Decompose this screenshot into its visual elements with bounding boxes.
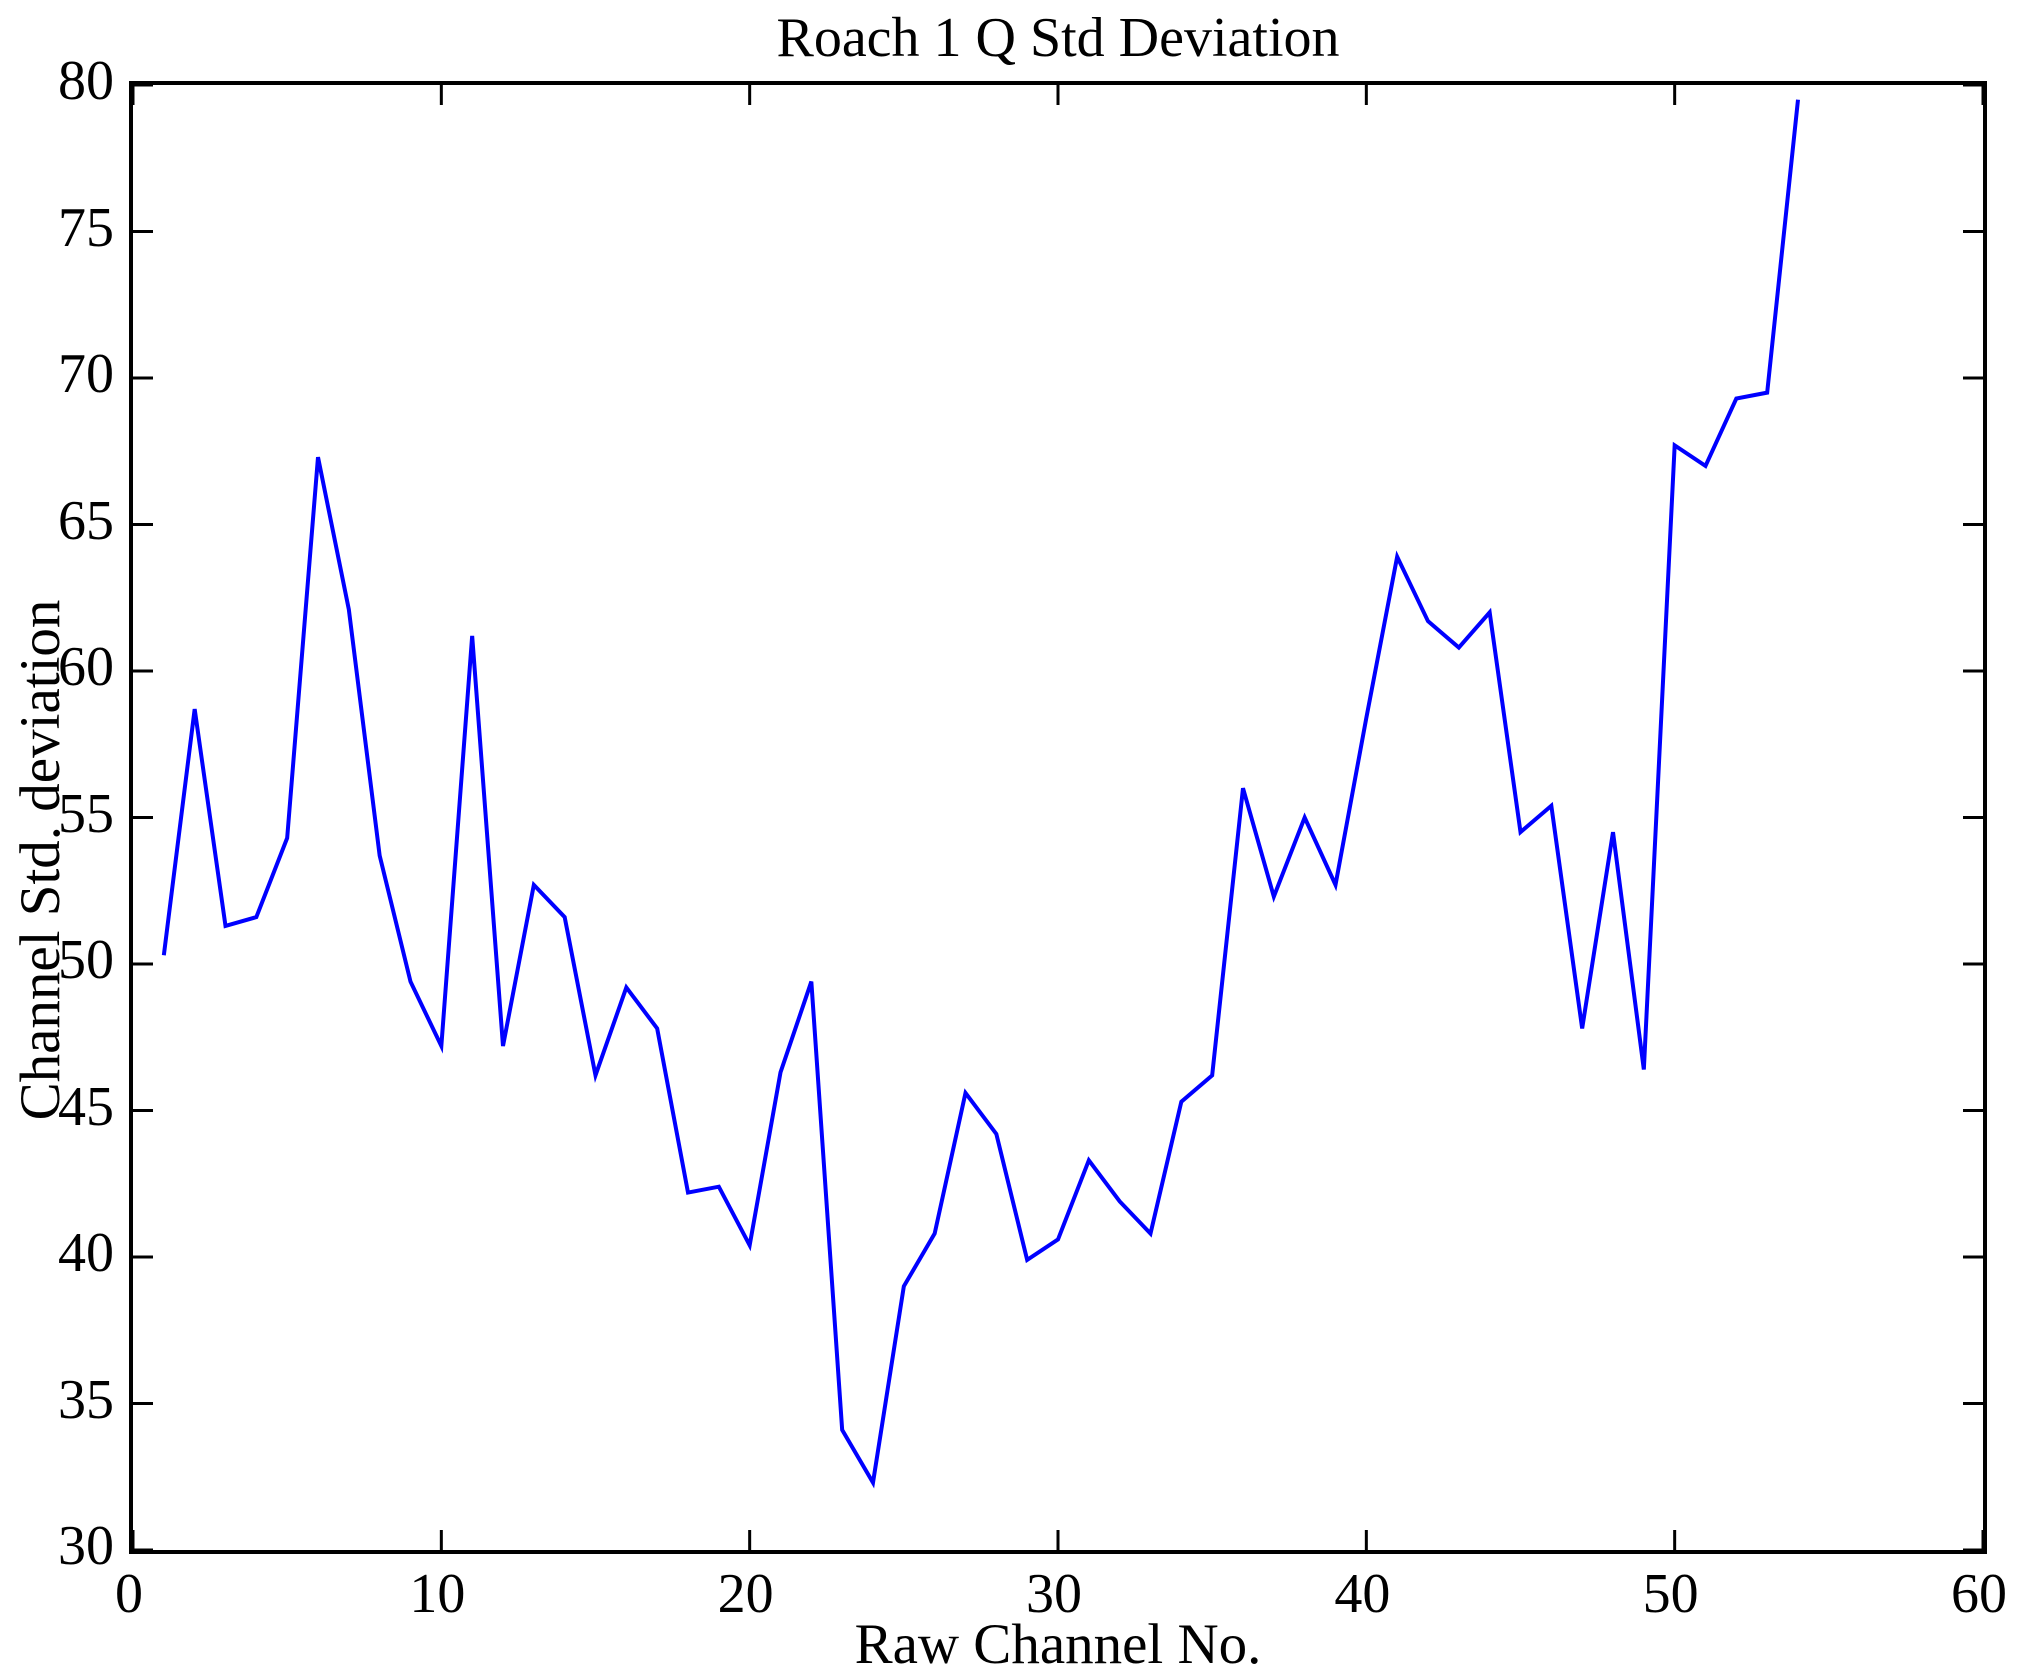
x-tick-label: 60 [1951,1563,2007,1625]
y-tick-label: 80 [58,50,114,112]
plot-svg [133,85,1983,1550]
y-tick-label: 55 [58,782,114,845]
x-tick-label: 50 [1642,1563,1699,1625]
x-axis-label: Raw Channel No. [854,1613,1262,1671]
y-tick-label: 35 [58,1368,114,1431]
x-tick-label: 0 [115,1563,143,1625]
y-tick-label: 45 [58,1075,114,1138]
x-tick-label: 40 [1334,1563,1391,1625]
y-tick-label: 50 [58,929,114,991]
x-tick-label: 30 [1026,1563,1082,1625]
chart-title: Roach 1 Q Std Deviation [776,7,1340,69]
y-tick-label: 65 [58,489,114,552]
tick-marks [133,85,1983,1550]
y-tick-label: 75 [58,196,114,259]
y-tick-label: 60 [58,636,114,698]
x-tick-label: 20 [717,1563,774,1625]
y-tick-label: 40 [58,1222,114,1284]
y-axis-label: Channel Std. deviation [9,599,72,1121]
line-series [161,99,1800,1489]
x-tick-label: 10 [409,1563,466,1625]
plot-area [129,81,1987,1554]
y-tick-label: 30 [58,1515,114,1577]
y-tick-label: 70 [58,343,114,405]
